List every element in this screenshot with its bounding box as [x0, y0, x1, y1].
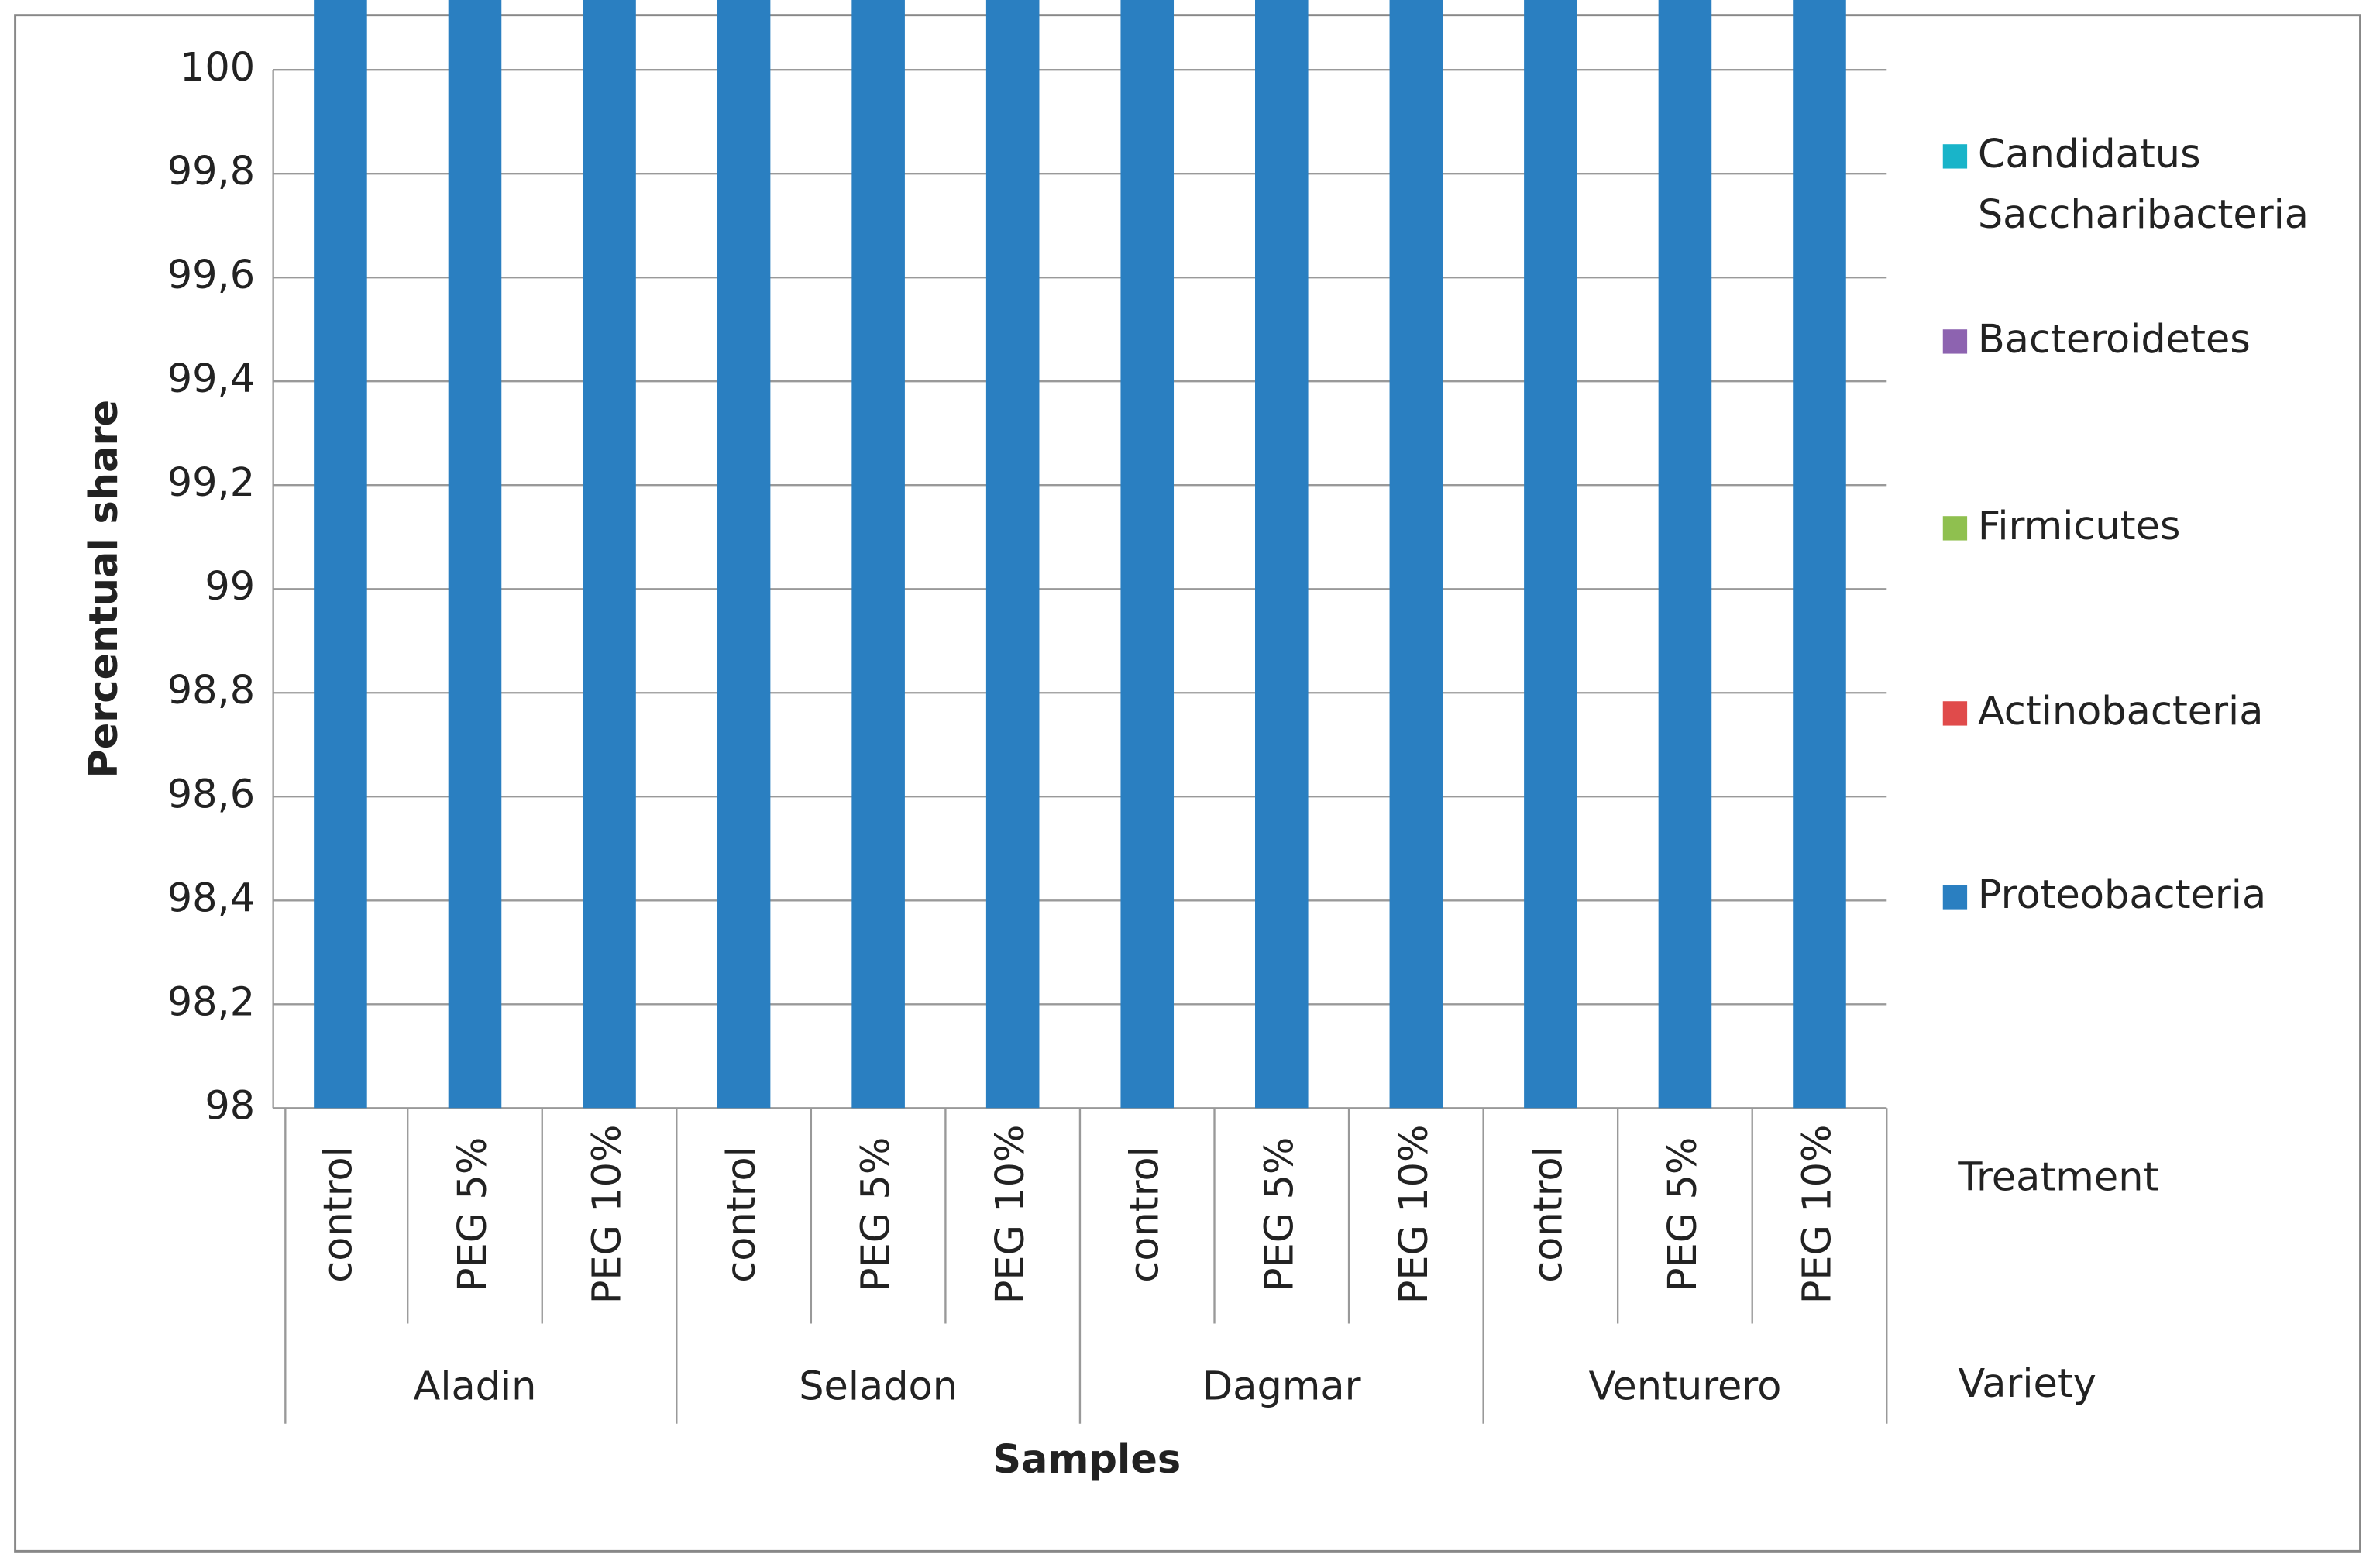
y-tick-label: 99,4: [167, 356, 255, 402]
x-tick-label: PEG 5%: [450, 1137, 496, 1291]
x-axis-label: Samples: [992, 1437, 1181, 1483]
x-tick-label: PEG 10%: [1794, 1125, 1840, 1305]
y-tick-label: 99: [205, 564, 255, 610]
bar-segment: [717, 0, 771, 1109]
legend-swatch: [1942, 144, 1968, 169]
bar-segment: [448, 0, 502, 1109]
chart-frame: [14, 14, 2361, 1553]
y-tick-label: 98,8: [167, 668, 255, 714]
legend-swatch: [1942, 329, 1968, 354]
x-tick-label: PEG 5%: [1660, 1137, 1706, 1291]
y-tick-label: 98: [205, 1083, 255, 1129]
y-tick-label: 99,6: [167, 253, 255, 298]
legend-swatch: [1942, 516, 1968, 541]
x-tick-label: PEG 10%: [585, 1125, 631, 1305]
x-tick-label: PEG 10%: [988, 1125, 1034, 1305]
legend-label: Actinobacteria: [1978, 689, 2264, 734]
group-label: Venturero: [1589, 1364, 1782, 1410]
bar-segment: [1658, 0, 1712, 1109]
x-tick-label: control: [719, 1146, 765, 1283]
bar-segment: [314, 0, 367, 1109]
x-tick-label: PEG 10%: [1391, 1125, 1437, 1305]
y-tick-label: 99,8: [167, 149, 255, 194]
group-label: Dagmar: [1202, 1364, 1361, 1410]
group-label: Seladon: [799, 1364, 958, 1410]
x-tick-label: control: [1123, 1146, 1168, 1283]
bar-segment: [1389, 0, 1443, 1109]
legend-label: Candidatus Saccharibacteria: [1978, 132, 2309, 238]
x-tick-label: control: [1525, 1146, 1571, 1283]
x-tick-label: PEG 5%: [854, 1137, 899, 1291]
level-label: Variety: [1958, 1361, 2096, 1407]
bar-segment: [985, 0, 1040, 1109]
group-label: Aladin: [414, 1364, 537, 1410]
y-tick-label: 98,2: [167, 979, 255, 1025]
bar-segment: [1120, 0, 1175, 1109]
legend-label: Firmicutes: [1978, 504, 2181, 549]
y-tick-label: 98,4: [167, 875, 255, 921]
y-tick-label: 100: [180, 45, 255, 91]
x-tick-label: control: [315, 1146, 361, 1283]
bar-segment: [583, 0, 636, 1109]
y-tick-label: 99,2: [167, 460, 255, 506]
bar-segment: [1524, 0, 1577, 1109]
legend-label: Bacteroidetes: [1978, 317, 2251, 363]
legend-label: Proteobacteria: [1978, 872, 2266, 918]
y-tick-label: 98,6: [167, 772, 255, 817]
bar-segment: [851, 0, 905, 1109]
legend-label-line: Candidatus: [1978, 132, 2213, 177]
legend-swatch: [1942, 701, 1968, 726]
x-tick-label: PEG 5%: [1257, 1137, 1302, 1291]
bar-segment: [1793, 0, 1846, 1109]
bar-segment: [1255, 0, 1309, 1109]
legend-label-line: Saccharibacteria: [1978, 192, 2309, 238]
level-label: Treatment: [1957, 1154, 2158, 1200]
legend-swatch: [1942, 885, 1968, 910]
y-axis-label: Percentual share: [81, 400, 127, 779]
